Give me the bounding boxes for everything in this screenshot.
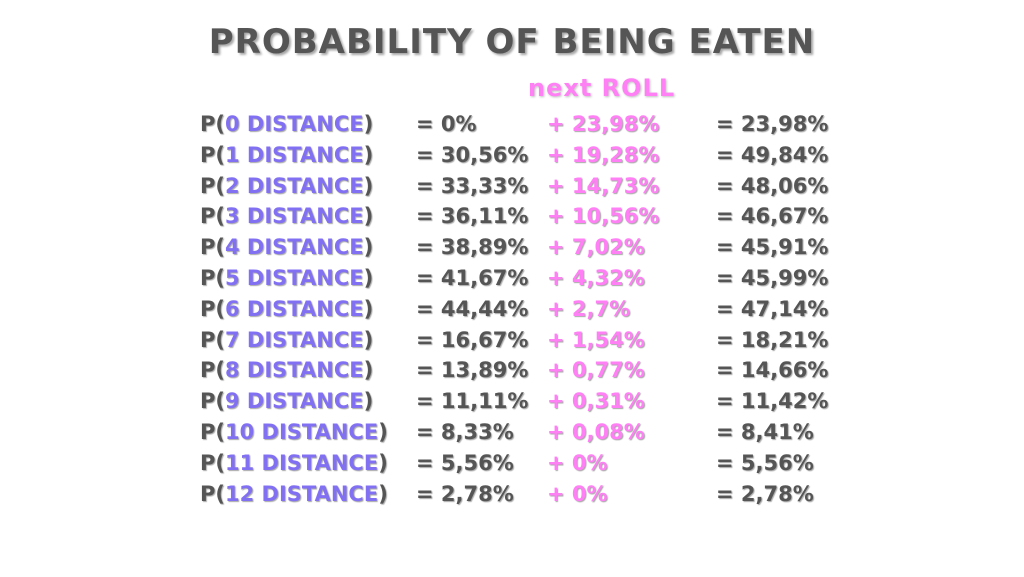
total-probability: = 14,66% [716,358,829,383]
base-probability: = 41,67% [416,265,529,290]
row-label: P(4 DISTANCE) [200,235,373,259]
row-label: P(7 DISTANCE) [200,328,373,352]
next-roll-probability: + 1,54% [547,327,645,352]
label-suffix: ) [363,112,374,136]
total-probability: = 45,91% [716,235,829,260]
total-probability: = 2,78% [716,481,814,506]
label-prefix: P( [200,173,225,198]
base-probability: = 36,11% [416,204,529,229]
row-label: P(2 DISTANCE) [200,174,373,198]
label-suffix: ) [363,142,374,167]
next-roll-probability: + 23,98% [547,112,660,136]
label-prefix: P( [200,358,225,383]
total-probability: = 47,14% [716,296,829,321]
next-roll-probability: + 14,73% [547,173,660,198]
next-roll-probability: + 10,56% [547,204,660,229]
label-suffix: ) [363,296,374,321]
distance-label: 0 DISTANCE [225,112,364,136]
label-suffix: ) [363,235,374,260]
next-roll-probability: + 4,32% [547,265,645,290]
next-roll-probability: + 0,77% [547,358,645,383]
row-label: P(8 DISTANCE) [200,358,373,382]
label-prefix: P( [200,389,225,414]
next-roll-probability: + 7,02% [547,235,645,260]
label-prefix: P( [200,419,225,444]
distance-label: 3 DISTANCE [225,204,364,229]
row-label: P(0 DISTANCE) [200,112,373,136]
base-probability: = 33,33% [416,173,529,198]
label-suffix: ) [378,419,388,444]
label-suffix: ) [378,450,388,475]
total-probability: = 8,41% [716,419,814,444]
next-roll-header: next ROLL [528,74,676,102]
base-probability: = 8,33% [416,419,514,444]
row-label: P(10 DISTANCE) [200,420,388,444]
base-probability: = 5,56% [416,450,514,475]
total-probability: = 11,42% [716,389,829,414]
label-suffix: ) [363,389,374,414]
distance-label: 7 DISTANCE [225,327,364,352]
label-prefix: P( [200,142,225,167]
next-roll-probability: + 0,31% [547,389,645,414]
distance-label: 4 DISTANCE [225,235,364,260]
next-roll-probability: + 0% [547,481,608,506]
row-label: P(12 DISTANCE) [200,482,388,506]
next-roll-probability: + 19,28% [547,142,660,167]
base-probability: = 0% [416,112,477,136]
distance-label: 12 DISTANCE [225,481,379,506]
label-suffix: ) [363,173,374,198]
label-suffix: ) [363,265,374,290]
label-prefix: P( [200,204,225,229]
page-title: PROBABILITY OF BEING EATEN [208,22,816,62]
next-roll-probability: + 2,7% [547,296,631,321]
distance-label: 5 DISTANCE [225,265,364,290]
base-probability: = 2,78% [416,481,514,506]
total-probability: = 49,84% [716,142,829,167]
label-prefix: P( [200,235,225,260]
distance-label: 11 DISTANCE [225,450,379,475]
label-suffix: ) [363,358,374,383]
row-label: P(11 DISTANCE) [200,451,388,475]
distance-label: 9 DISTANCE [225,389,364,414]
distance-label: 10 DISTANCE [225,419,379,444]
row-label: P(3 DISTANCE) [200,204,373,228]
label-prefix: P( [200,296,225,321]
base-probability: = 11,11% [416,389,529,414]
total-probability: = 5,56% [716,450,814,475]
label-prefix: P( [200,112,225,136]
label-prefix: P( [200,265,225,290]
base-probability: = 30,56% [416,142,529,167]
label-suffix: ) [363,204,374,229]
next-roll-probability: + 0,08% [547,419,645,444]
base-probability: = 16,67% [416,327,529,352]
row-label: P(5 DISTANCE) [200,266,373,290]
distance-label: 6 DISTANCE [225,296,364,321]
label-prefix: P( [200,481,225,506]
label-suffix: ) [363,327,374,352]
total-probability: = 48,06% [716,173,829,198]
base-probability: = 13,89% [416,358,529,383]
total-probability: = 46,67% [716,204,829,229]
total-probability: = 23,98% [716,112,829,136]
row-label: P(9 DISTANCE) [200,389,373,413]
distance-label: 8 DISTANCE [225,358,364,383]
label-prefix: P( [200,327,225,352]
row-label: P(1 DISTANCE) [200,143,373,167]
base-probability: = 44,44% [416,296,529,321]
row-label: P(6 DISTANCE) [200,297,373,321]
base-probability: = 38,89% [416,235,529,260]
label-prefix: P( [200,450,225,475]
distance-label: 2 DISTANCE [225,173,364,198]
distance-label: 1 DISTANCE [225,142,364,167]
total-probability: = 45,99% [716,265,829,290]
next-roll-probability: + 0% [547,450,608,475]
label-suffix: ) [378,481,388,506]
total-probability: = 18,21% [716,327,829,352]
